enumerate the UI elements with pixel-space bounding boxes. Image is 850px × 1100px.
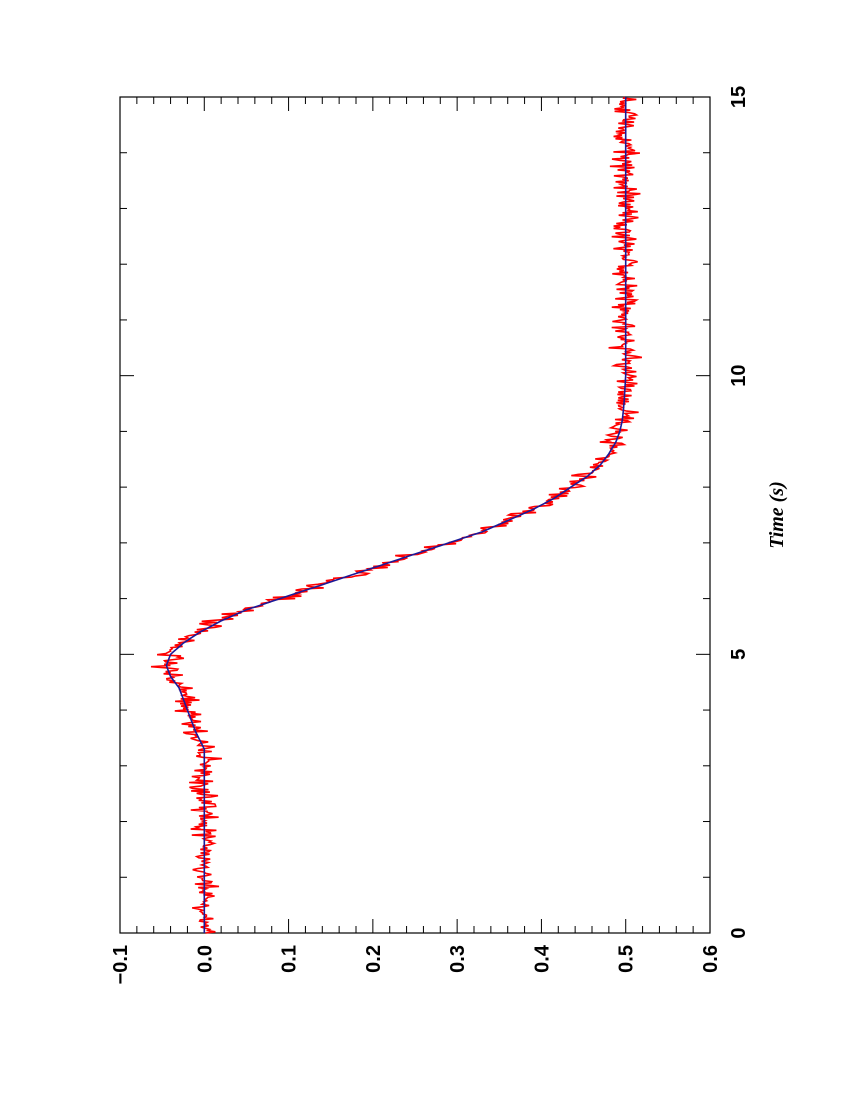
x-axis-ticks — [120, 96, 710, 934]
y-axis-tick-labels: −0.1 0.0 0.1 0.2 0.3 0.4 0.5 0.6 — [110, 944, 722, 984]
series-line-fit — [165, 97, 627, 933]
series-layer — [150, 96, 643, 934]
y-tick-label: 0.0 — [194, 945, 216, 973]
y-tick-label: 0.4 — [531, 944, 553, 973]
y-tick-label: 0.3 — [447, 945, 469, 973]
y-tick-label: 0.5 — [616, 945, 638, 973]
x-axis-title: Time (s) — [766, 481, 788, 549]
y-tick-label: 0.1 — [279, 945, 301, 973]
x-tick-label: 15 — [728, 86, 750, 108]
x-tick-label: 10 — [728, 365, 750, 387]
y-tick-label: 0.2 — [363, 945, 385, 973]
x-tick-label: 5 — [728, 649, 750, 660]
x-axis-tick-labels: 0 5 10 15 — [728, 86, 750, 939]
x-tick-label: 0 — [728, 927, 750, 938]
y-tick-label: −0.1 — [110, 945, 132, 984]
plot-frame — [119, 96, 711, 934]
y-tick-label: 0.6 — [700, 945, 722, 973]
series-line-measurement — [150, 96, 643, 934]
